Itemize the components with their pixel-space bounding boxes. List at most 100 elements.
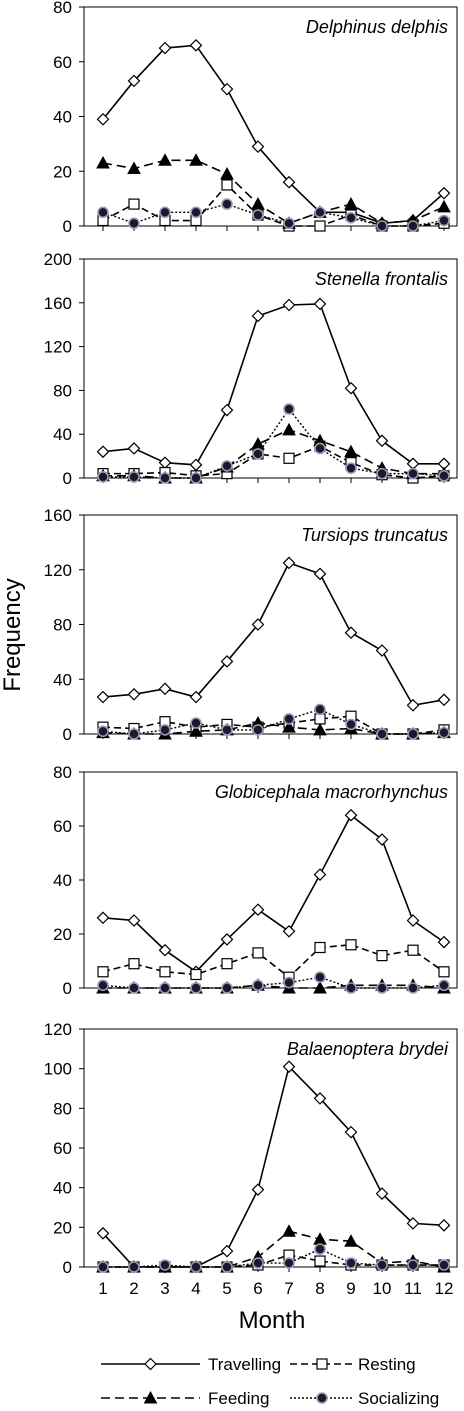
series-line-resting: [103, 445, 445, 479]
data-point-socializing: [438, 979, 450, 992]
y-tick-label: 80: [53, 0, 72, 17]
data-point-socializing: [159, 724, 171, 736]
data-point-travelling: [375, 434, 389, 448]
data-point-socializing: [314, 206, 326, 219]
y-tick-label: 20: [53, 162, 72, 181]
data-point-socializing: [283, 713, 295, 725]
data-point-feeding: [313, 722, 327, 736]
data-point-socializing: [283, 1257, 295, 1269]
data-point-socializing: [438, 470, 450, 482]
data-point-socializing: [190, 206, 202, 219]
data-point-socializing: [97, 1261, 109, 1273]
data-point-travelling: [96, 112, 110, 126]
legend: Travelling Resting Feeding Socializing: [101, 1355, 439, 1408]
data-point-socializing: [407, 1259, 419, 1271]
data-point-socializing: [314, 1243, 326, 1255]
y-tick-label: 60: [53, 1139, 72, 1158]
data-point-travelling: [282, 924, 296, 938]
data-point-travelling: [220, 82, 234, 96]
data-point-travelling: [437, 935, 451, 949]
data-point-socializing: [190, 982, 202, 994]
data-point-feeding: [282, 720, 296, 733]
y-tick-label: 20: [53, 925, 72, 944]
data-point-travelling: [158, 456, 172, 470]
data-point-resting: [97, 966, 109, 978]
y-tick-label: 40: [53, 1179, 72, 1198]
data-point-socializing: [376, 982, 388, 994]
y-tick-label: 0: [63, 1258, 72, 1277]
data-point-feeding: [313, 980, 327, 994]
legend-item-travelling: Travelling: [101, 1355, 281, 1374]
data-point-travelling: [127, 687, 141, 701]
data-point-resting: [221, 958, 233, 970]
data-point-resting: [159, 966, 171, 978]
y-tick-label: 80: [53, 616, 72, 635]
series-line-resting: [102, 943, 445, 979]
x-tick-label: 4: [191, 1279, 200, 1298]
data-point-travelling: [344, 808, 358, 822]
data-point-travelling: [344, 381, 358, 395]
x-tick-label: 5: [222, 1279, 231, 1298]
y-tick-label: 40: [53, 871, 72, 890]
legend-label: Travelling: [208, 1355, 281, 1374]
data-point-travelling: [251, 140, 265, 153]
data-point-travelling: [375, 644, 389, 657]
data-point-travelling: [282, 556, 296, 570]
data-point-feeding: [220, 166, 234, 180]
data-point-travelling: [220, 933, 234, 946]
data-point-travelling: [251, 1183, 265, 1196]
y-tick-label: 80: [53, 1099, 72, 1118]
data-point-travelling: [251, 618, 265, 631]
data-point-socializing: [345, 718, 357, 731]
x-tick-label: 10: [373, 1279, 392, 1298]
x-tick-label: 12: [435, 1279, 454, 1298]
data-point-socializing: [376, 728, 388, 740]
data-point-socializing: [252, 209, 264, 221]
data-point-socializing: [159, 1259, 171, 1271]
data-point-socializing: [314, 703, 326, 716]
series-line-socializing: [103, 1248, 444, 1268]
x-tick-label: 6: [253, 1279, 262, 1298]
data-point-travelling: [158, 682, 172, 696]
data-point-travelling: [220, 655, 234, 668]
data-point-feeding: [127, 161, 141, 175]
data-point-feeding: [189, 153, 203, 166]
data-point-socializing: [407, 220, 419, 232]
data-point-travelling: [375, 1187, 389, 1200]
y-tick-label: 160: [44, 294, 72, 313]
data-point-socializing: [159, 472, 171, 484]
data-point-feeding: [282, 1224, 296, 1237]
data-point-resting: [314, 713, 326, 725]
data-point-socializing: [97, 979, 109, 992]
y-tick-label: 80: [53, 381, 72, 400]
data-point-resting: [438, 966, 450, 978]
legend-marker-travelling: [144, 1357, 157, 1371]
y-tick-label: 120: [44, 338, 72, 357]
panel-globicephala-macrorhynchus: 0 20 40 60 80 Globicephala macrorhynchus: [53, 763, 458, 998]
data-point-socializing: [128, 217, 140, 230]
panel-stenella-frontalis: 0 40 80 120 160 200 Stenella frontalis: [44, 250, 458, 488]
data-point-travelling: [220, 403, 234, 417]
x-axis-title: Month: [239, 1307, 306, 1334]
data-point-travelling: [282, 175, 296, 189]
data-point-resting: [407, 944, 419, 956]
panel-frame: [83, 258, 458, 479]
y-tick-label: 20: [53, 1218, 72, 1237]
data-point-travelling: [313, 297, 327, 311]
data-point-travelling: [282, 1060, 296, 1074]
y-tick-label: 0: [63, 217, 72, 236]
data-point-travelling: [313, 567, 327, 581]
data-point-socializing: [128, 1261, 140, 1273]
series-line-travelling: [102, 1065, 445, 1268]
data-point-socializing: [376, 220, 388, 232]
data-point-socializing: [345, 982, 357, 994]
data-point-resting: [314, 1255, 326, 1267]
series-line-travelling: [102, 44, 445, 225]
panel-frame: [83, 1028, 458, 1268]
data-point-socializing: [252, 724, 264, 736]
data-point-socializing: [97, 206, 109, 219]
legend-marker-feeding: [143, 1390, 158, 1404]
y-tick-label: 40: [53, 108, 72, 127]
